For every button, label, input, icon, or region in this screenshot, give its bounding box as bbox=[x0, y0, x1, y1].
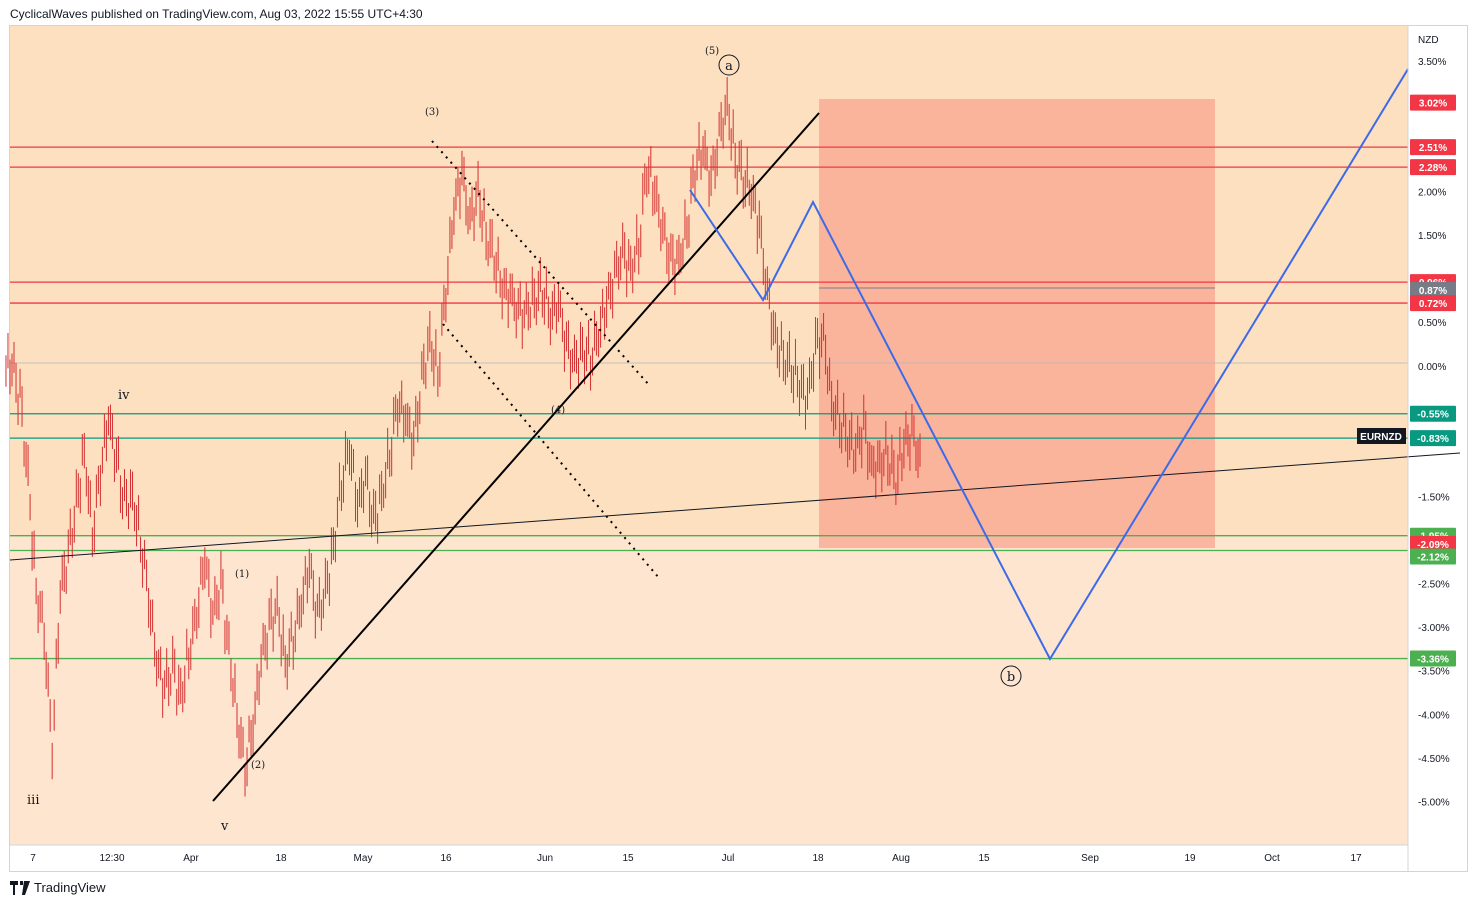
footer-brand-text: TradingView bbox=[34, 880, 106, 895]
price-label-bg bbox=[1410, 139, 1456, 156]
price-tick-label: -3.50% bbox=[1418, 667, 1450, 678]
price-tick-label: -2.50% bbox=[1418, 580, 1450, 591]
price-axis-ticks: 3.50% 2.00% 1.50% 0.50% 0.00% -1.50% -2.50% -3.… bbox=[1418, 57, 1450, 809]
time-tick-label: 7 bbox=[30, 853, 36, 864]
price-label: 2.51% bbox=[1419, 143, 1447, 154]
price-label: -2.09% bbox=[1417, 540, 1449, 551]
level-lines bbox=[10, 146, 1408, 660]
price-tick-label: -3.00% bbox=[1418, 623, 1450, 634]
time-tick-label: 19 bbox=[1184, 853, 1196, 864]
price-label-bg bbox=[1410, 430, 1456, 447]
main-trendline[interactable] bbox=[212, 112, 820, 802]
time-tick-label: Sep bbox=[1081, 853, 1099, 864]
price-tick-label: -4.50% bbox=[1418, 754, 1450, 765]
wave-label-iii: iii bbox=[27, 793, 39, 808]
publisher-header: CyclicalWaves published on TradingView.c… bbox=[10, 7, 423, 21]
price-label: 3.02% bbox=[1419, 99, 1447, 110]
price-tick-label: -1.50% bbox=[1418, 492, 1450, 503]
price-label-bg bbox=[1410, 650, 1456, 667]
price-tick-label: 2.00% bbox=[1418, 188, 1446, 199]
price-tick-label: -4.00% bbox=[1418, 710, 1450, 721]
time-tick-label: Apr bbox=[183, 853, 199, 864]
price-label-bg bbox=[1410, 281, 1456, 298]
price-label-bg bbox=[1410, 548, 1456, 565]
price-label-bg bbox=[1410, 295, 1456, 312]
price-tick-label: 3.50% bbox=[1418, 57, 1446, 68]
long-trendline[interactable] bbox=[9, 452, 1461, 561]
price-label: -0.55% bbox=[1417, 410, 1449, 421]
price-label: 2.28% bbox=[1419, 163, 1447, 174]
wave-label-1: (1) bbox=[235, 569, 249, 580]
wave-label-a: a bbox=[725, 59, 733, 74]
wave-label-b: b bbox=[1007, 670, 1015, 685]
symbol-tag-bg bbox=[1357, 428, 1406, 444]
price-label: 0.72% bbox=[1419, 299, 1447, 310]
price-tick-label: 0.00% bbox=[1418, 362, 1446, 373]
time-tick-label: May bbox=[354, 853, 373, 864]
price-label: -0.83% bbox=[1417, 434, 1449, 445]
price-tick-label: 0.50% bbox=[1418, 318, 1446, 329]
time-tick-label: 15 bbox=[622, 853, 634, 864]
time-tick-label: Jul bbox=[722, 853, 735, 864]
wave-label-3: (3) bbox=[425, 107, 439, 118]
wave-a-circle bbox=[718, 54, 740, 76]
wave-label-v: v bbox=[220, 819, 229, 834]
currency-label: NZD bbox=[1418, 35, 1439, 46]
time-tick-label: 17 bbox=[1350, 853, 1362, 864]
time-tick-label: 18 bbox=[812, 853, 824, 864]
price-series bbox=[5, 77, 921, 797]
bg-lower-zone bbox=[10, 535, 1408, 845]
wave-b-circle bbox=[1000, 665, 1022, 687]
price-label: -2.12% bbox=[1417, 553, 1449, 564]
price-label: 0.87% bbox=[1419, 286, 1447, 297]
time-tick-label: 15 bbox=[978, 853, 990, 864]
price-label-bg bbox=[1410, 535, 1456, 552]
chart-frame bbox=[9, 25, 1468, 872]
time-tick-label: 16 bbox=[440, 853, 452, 864]
wave-label-4: (4) bbox=[551, 405, 565, 416]
price-tick-label: -5.00% bbox=[1418, 797, 1450, 808]
wave-label-5: (5) bbox=[705, 46, 719, 57]
price-label-bg bbox=[1410, 159, 1456, 176]
wave-label-2: (2) bbox=[251, 760, 265, 771]
projection-path[interactable] bbox=[689, 68, 1409, 662]
time-tick-label: Aug bbox=[892, 853, 910, 864]
tradingview-logo-icon bbox=[10, 880, 30, 895]
time-tick-label: 12:30 bbox=[99, 853, 124, 864]
target-zone bbox=[819, 99, 1215, 548]
time-tick-label: 18 bbox=[275, 853, 287, 864]
price-label: -3.36% bbox=[1417, 655, 1449, 666]
price-labels: 3.02%2.51%2.28%0.96%0.87%0.72%-0.55%-0.8… bbox=[1410, 94, 1456, 667]
price-label-bg bbox=[1410, 405, 1456, 422]
price-label-bg bbox=[1410, 94, 1456, 111]
time-tick-label: Jun bbox=[537, 853, 553, 864]
wave-label-iv: iv bbox=[118, 388, 130, 403]
footer-brand[interactable]: TradingView bbox=[10, 880, 106, 895]
price-tick-label: 1.50% bbox=[1418, 231, 1446, 242]
time-tick-label: Oct bbox=[1264, 853, 1280, 864]
time-axis-ticks: 7 12:30 Apr 18 May 16 Jun 15 Jul 18 Aug 15 Sep 19 Oct 1… bbox=[30, 853, 1362, 864]
channel-upper[interactable] bbox=[431, 140, 651, 387]
symbol-tag: EURNZD bbox=[1360, 432, 1402, 443]
